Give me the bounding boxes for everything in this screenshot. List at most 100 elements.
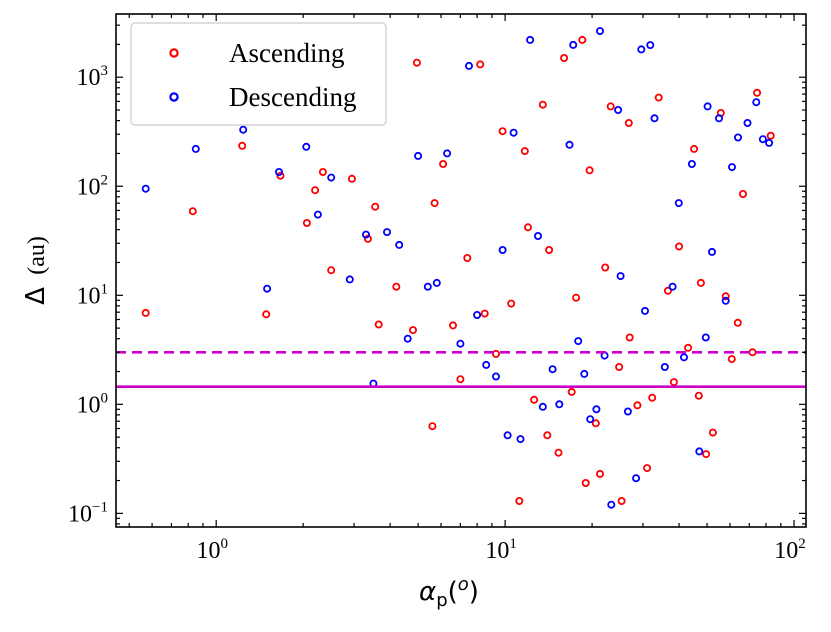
scatter-point: [601, 263, 610, 272]
y-tick-label: 101: [77, 281, 109, 309]
scatter-point: [684, 343, 693, 352]
scatter-point: [374, 320, 383, 329]
scatter-point: [727, 355, 736, 364]
legend: Ascending Descending: [130, 22, 387, 126]
scatter-point: [743, 119, 752, 128]
scatter-point: [412, 58, 421, 67]
scatter-point: [439, 159, 448, 168]
scatter-point: [414, 151, 423, 160]
scatter-point: [721, 292, 730, 301]
scatter-point: [748, 348, 757, 357]
scatter-point: [238, 141, 247, 150]
legend-label-descending: Descending: [229, 82, 356, 112]
scatter-point: [456, 339, 465, 348]
scatter-point: [515, 496, 524, 505]
scatter-point: [617, 496, 626, 505]
legend-box: [130, 22, 387, 126]
scatter-point: [456, 375, 465, 384]
scatter-point: [498, 245, 507, 254]
scatter-point: [302, 218, 311, 227]
scatter-point: [641, 306, 650, 315]
scatter-point: [327, 173, 336, 182]
scatter-point: [302, 142, 311, 151]
scatter-point: [263, 284, 272, 293]
scatter-point: [648, 393, 657, 402]
tick-base: 10: [77, 65, 101, 91]
scatter-point: [650, 114, 659, 123]
scatter-point: [188, 207, 197, 216]
scatter-point: [591, 419, 600, 428]
scatter-point: [509, 128, 518, 137]
scatter-point: [191, 144, 200, 153]
scatter-point: [428, 422, 437, 431]
scatter-point: [276, 171, 285, 180]
scatter-point: [758, 135, 767, 144]
x-axis-label-paren-open: (: [448, 577, 458, 607]
scatter-point: [482, 360, 491, 369]
y-tick-label: 100: [77, 390, 109, 418]
scatter-point: [448, 321, 457, 330]
scatter-point: [538, 100, 547, 109]
x-axis-label-main: α: [419, 577, 436, 607]
tick-base: 10: [196, 538, 220, 564]
scatter-point: [739, 189, 748, 198]
x-axis-label-sub: p: [436, 590, 447, 611]
y-tick-label: 10−1: [68, 499, 108, 527]
scatter-point: [765, 138, 774, 147]
scatter-point: [680, 353, 689, 362]
scatter-point: [538, 402, 547, 411]
scatter-point: [491, 349, 500, 358]
tick-exponent: 0: [101, 390, 109, 406]
scatter-point: [480, 309, 489, 318]
scatter-point: [708, 247, 717, 256]
x-tick-label: 100: [196, 536, 228, 564]
y-axis-label: Δ (au): [21, 236, 51, 305]
scatter-point: [548, 365, 557, 374]
scatter-point: [565, 140, 574, 149]
scatter-point: [141, 308, 150, 317]
scatter-point: [616, 272, 625, 281]
scatter-point: [516, 435, 525, 444]
scatter-point: [423, 282, 432, 291]
tick-base: 10: [774, 538, 798, 564]
scatter-point: [696, 278, 705, 287]
scatter-point: [555, 400, 564, 409]
tick-base: 10: [77, 174, 101, 200]
tick-exponent: 0: [220, 536, 228, 552]
tick-exponent: 2: [101, 172, 109, 188]
scatter-point: [668, 282, 677, 291]
scatter-point: [443, 149, 452, 158]
tick-base: 10: [77, 392, 101, 418]
scatter-point: [663, 286, 672, 295]
scatter-point: [262, 310, 271, 319]
scatter-point: [580, 369, 589, 378]
scatter-point: [526, 35, 535, 44]
tick-exponent: −1: [92, 499, 108, 515]
scatter-point: [701, 333, 710, 342]
scatter-point: [430, 199, 439, 208]
scatter-point: [347, 174, 356, 183]
scatter-point: [669, 378, 678, 387]
scatter-point: [274, 167, 283, 176]
scatter-point: [715, 114, 724, 123]
tick-base: 10: [77, 283, 101, 309]
x-axis-label: αp(o): [419, 574, 479, 611]
scatter-point: [403, 334, 412, 343]
scatter-point: [708, 428, 717, 437]
scatter-point: [687, 159, 696, 168]
scatter-point: [766, 131, 775, 140]
scatter-point: [567, 387, 576, 396]
scatter-point: [463, 253, 472, 262]
x-axis-label-sup: o: [458, 574, 469, 595]
legend-marker-descending: [169, 92, 179, 102]
tick-base: 10: [485, 538, 509, 564]
y-axis-label-unit: (au): [24, 236, 50, 275]
scatter-point: [476, 60, 485, 69]
scatter-point: [632, 474, 641, 483]
scatter-point: [572, 293, 581, 302]
scatter-point: [408, 326, 417, 335]
scatter-point: [623, 407, 632, 416]
tick-exponent: 1: [509, 536, 517, 552]
tick-exponent: 3: [101, 63, 109, 79]
